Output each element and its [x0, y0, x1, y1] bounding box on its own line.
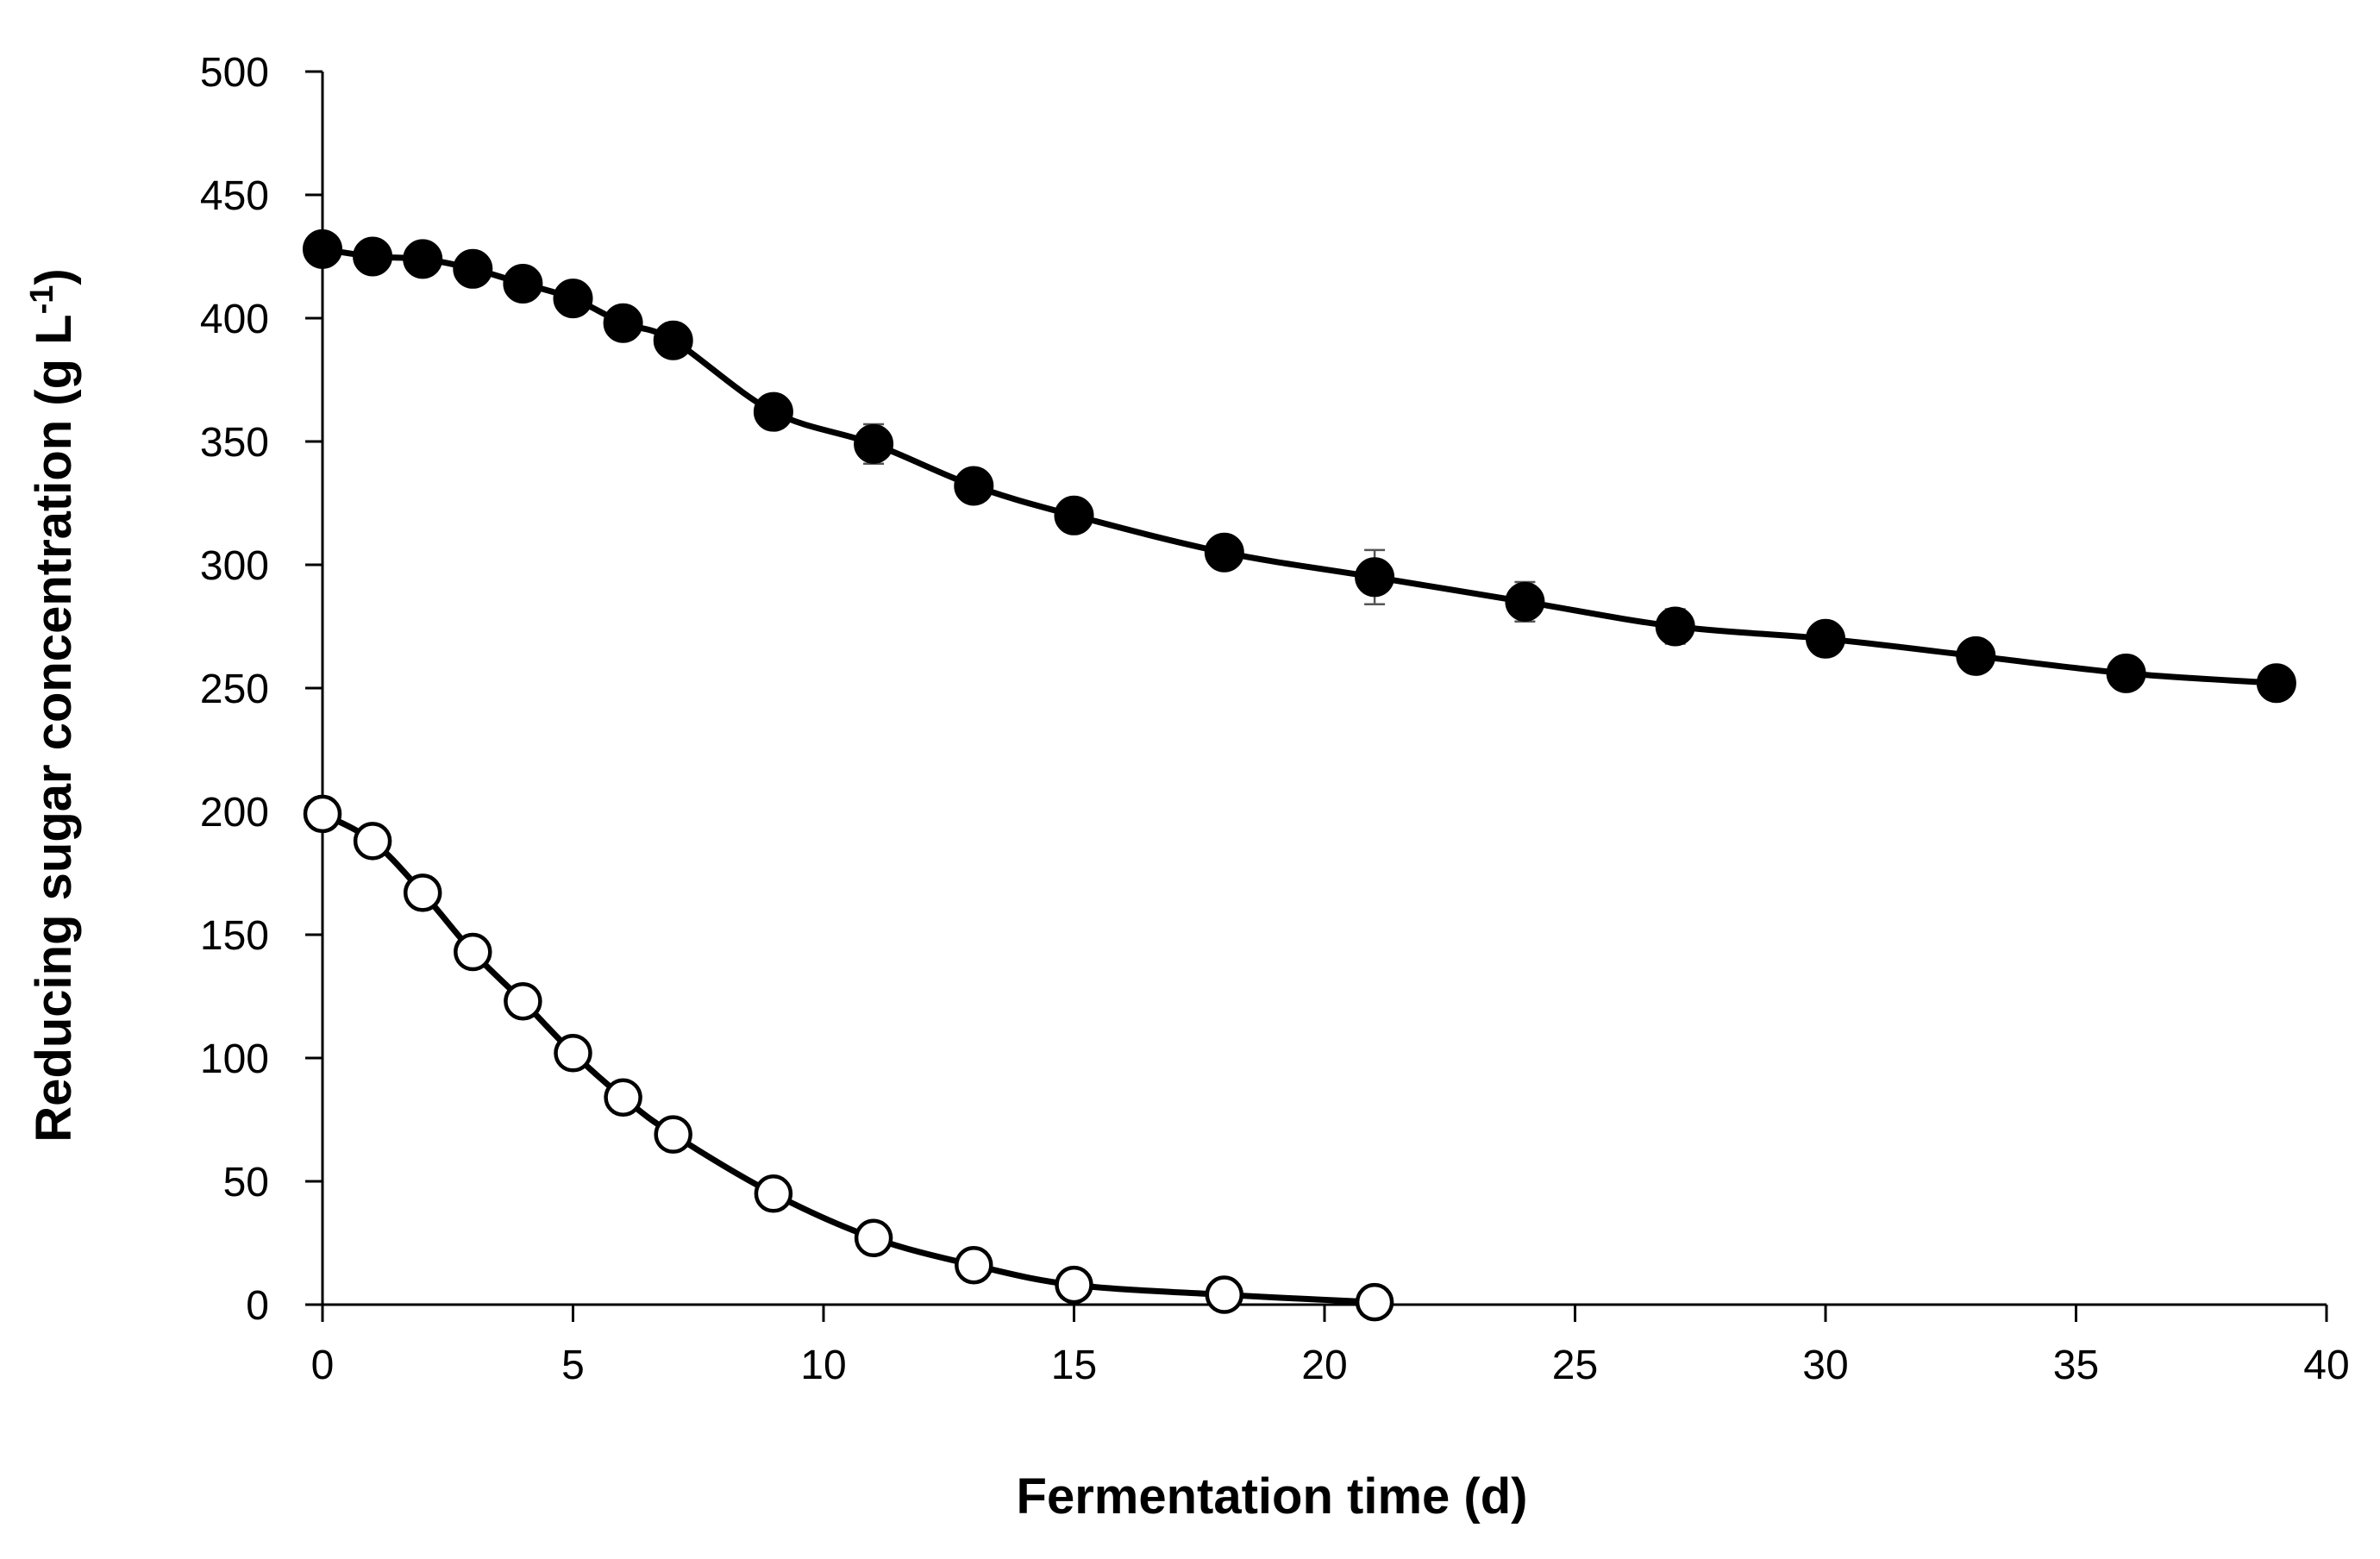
y-tick-label: 50: [223, 1160, 269, 1205]
data-point-filled: [1355, 557, 1395, 598]
data-point-open: [604, 1078, 642, 1118]
y-tick-label: 400: [200, 297, 269, 342]
data-point-filled: [1806, 618, 1845, 659]
y-tick-label: 150: [200, 913, 269, 959]
data-point-open: [1355, 1282, 1394, 1322]
data-point-filled: [954, 466, 994, 506]
data-point-filled: [353, 236, 393, 277]
x-tick-label: 15: [1051, 1343, 1097, 1388]
data-point-open: [403, 873, 442, 912]
data-point-open: [454, 932, 492, 972]
y-tick-label: 500: [200, 50, 269, 96]
data-point-filled: [1054, 495, 1094, 535]
data-point-filled: [653, 320, 693, 360]
data-point-open: [654, 1115, 692, 1154]
data-point-open: [303, 794, 342, 834]
data-point-filled: [854, 423, 894, 464]
y-axis-title-close: ): [26, 268, 82, 285]
x-tick-label: 40: [2303, 1343, 2349, 1388]
x-tick-label: 0: [311, 1343, 335, 1388]
data-point-filled: [2106, 653, 2146, 693]
data-point-open: [504, 981, 542, 1021]
data-point-open: [1205, 1275, 1244, 1314]
y-axis-title-superscript: -1: [24, 285, 60, 315]
data-point-filled: [553, 279, 593, 319]
y-tick-label: 300: [200, 543, 269, 589]
data-point-filled: [753, 391, 793, 432]
data-point-open: [955, 1245, 993, 1285]
series-line-open: [319, 811, 1378, 1305]
data-point-open: [754, 1174, 793, 1213]
data-point-open: [854, 1218, 893, 1258]
axes: 0 50 100 150 200 250 300 350 400 450 500 0 5 10 15 20 25…: [200, 50, 2350, 1388]
x-tick-label: 10: [800, 1343, 846, 1388]
data-point-filled: [603, 303, 643, 343]
x-tick-label: 30: [1802, 1343, 1848, 1388]
y-tick-label: 100: [200, 1036, 269, 1082]
y-axis-title: Reducing sugar concentration (g L-1): [24, 268, 82, 1142]
x-tick-label: 35: [2053, 1343, 2099, 1388]
y-tick-label: 350: [200, 420, 269, 466]
data-point-filled: [1956, 635, 1996, 676]
x-tick-label: 5: [561, 1343, 585, 1388]
data-point-filled: [1505, 581, 1545, 622]
data-point-open: [353, 822, 392, 861]
data-point-filled: [1204, 532, 1244, 573]
data-point-filled: [403, 239, 443, 279]
data-point-filled: [453, 248, 493, 289]
x-tick-label: 25: [1552, 1343, 1598, 1388]
data-point-open: [554, 1034, 592, 1073]
y-tick-label: 0: [246, 1283, 269, 1329]
y-axis-title-main: Reducing sugar concentration (g L: [26, 314, 82, 1142]
x-axis-title: Fermentation time (d): [1017, 1468, 1528, 1525]
data-point-filled: [303, 229, 342, 269]
series-open: [303, 794, 1394, 1322]
data-point-filled: [2256, 663, 2296, 704]
y-tick-label: 250: [200, 667, 269, 712]
y-tick-label: 450: [200, 173, 269, 219]
x-tick-label: 20: [1301, 1343, 1347, 1388]
series-layer: [303, 229, 2296, 1322]
data-point-filled: [1655, 606, 1695, 647]
series-filled: [303, 229, 2296, 704]
y-tick-label: 200: [200, 790, 269, 836]
data-point-filled: [503, 263, 543, 304]
data-point-open: [1055, 1265, 1093, 1305]
